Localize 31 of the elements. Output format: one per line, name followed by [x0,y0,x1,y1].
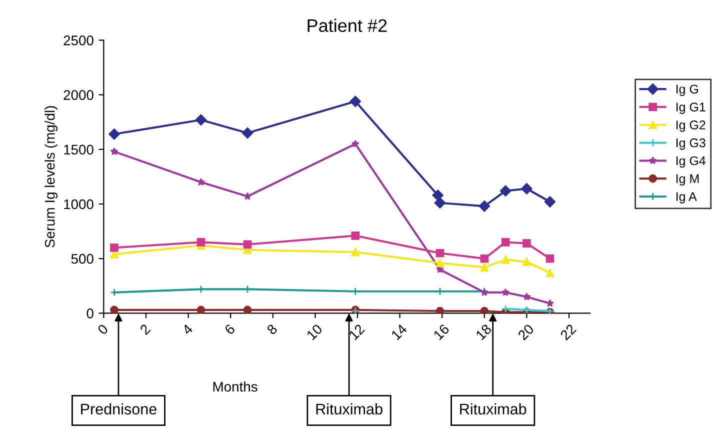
annotation: Prednisone [81,403,156,415]
x-tick-label: 6 [224,324,236,336]
x-axis-title: Months [213,381,258,392]
y-tick-label: 0 [86,308,94,318]
y-tick-label: 2000 [64,90,94,100]
y-tick-label: 1000 [64,199,94,210]
legend-label: Ig G4 [676,156,706,168]
y-axis-title: Serum Ig levels (mg/dl) [44,106,58,248]
y-tick-label: 500 [71,254,94,264]
x-tick-label: 2 [139,324,151,336]
x-tick-label: 8 [266,324,278,336]
x-tick-label: 12 [348,324,365,340]
x-tick-label: 18 [475,324,492,340]
chart-title: Patient #2 [308,18,387,32]
legend-label: Ig M [676,174,699,186]
y-tick-label: 1500 [64,144,94,155]
x-tick-label: 10 [306,324,323,340]
annotation: Rituximab [316,403,382,415]
legend-label: Ig G1 [676,102,706,114]
legend-label: Ig G3 [676,138,706,150]
x-tick-label: 0 [97,324,109,336]
x-tick-label: 14 [390,324,408,340]
x-tick-label: 16 [433,324,450,340]
x-tick-label: 20 [517,324,534,341]
legend-label: Ig G [676,84,698,96]
annotation: Rituximab [460,403,526,415]
x-tick-label: 4 [182,324,194,336]
legend-label: Ig A [676,192,697,204]
x-tick-label: 22 [560,324,577,340]
y-tick-label: 2500 [64,36,94,46]
legend-label: Ig G2 [676,120,706,132]
